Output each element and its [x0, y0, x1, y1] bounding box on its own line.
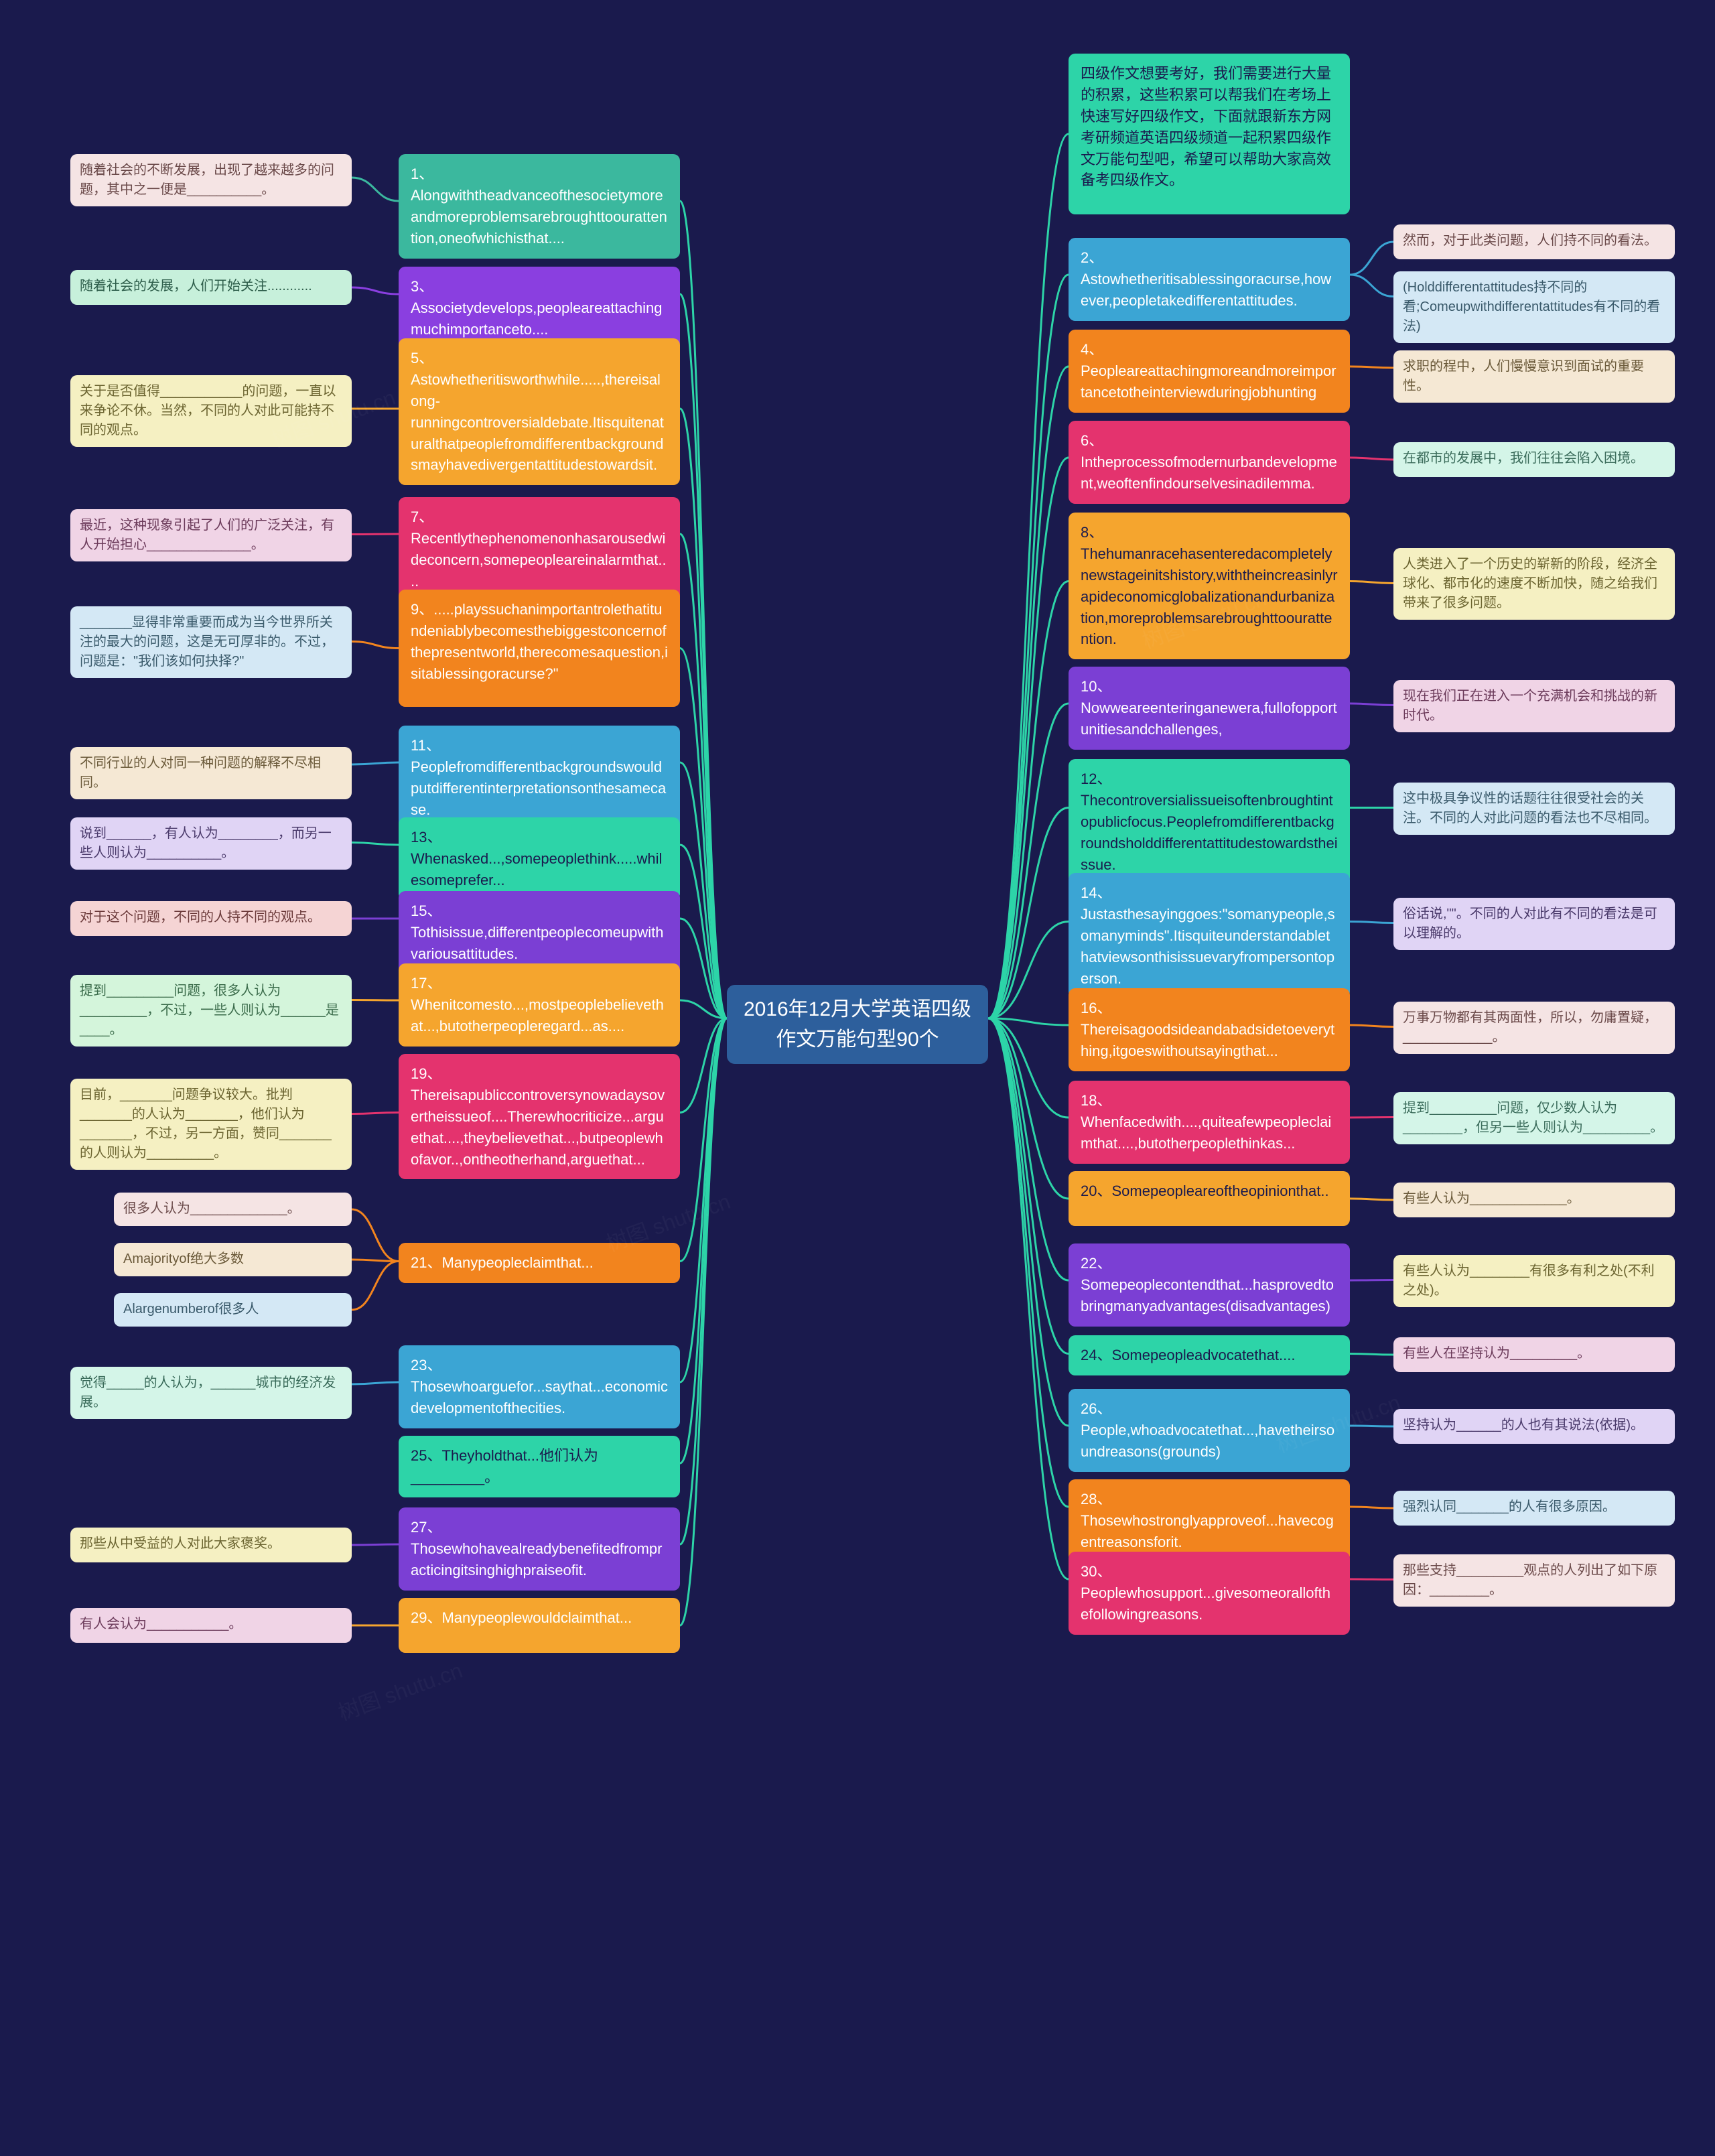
leaf-l21-1: Amajorityof绝大多数	[114, 1243, 352, 1276]
leaf-r10-0: 现在我们正在进入一个充满机会和挑战的新时代。	[1393, 680, 1675, 732]
left-branch-l29: 29、Manypeoplewouldclaimthat...	[399, 1598, 680, 1653]
left-branch-l7: 7、Recentlythephenomenonhasarousedwidecon…	[399, 497, 680, 602]
left-branch-l5: 5、Astowhetheritisworthwhile.....,thereis…	[399, 338, 680, 485]
right-branch-r14: 14、Justasthesayinggoes:"somanypeople,som…	[1069, 873, 1350, 998]
right-branch-r18: 18、Whenfacedwith....,quiteafewpeopleclai…	[1069, 1081, 1350, 1164]
right-branch-r6: 6、Intheprocessofmodernurbandevelopment,w…	[1069, 421, 1350, 504]
root-node: 2016年12月大学英语四级作文万能句型90个	[727, 985, 988, 1064]
left-branch-l15: 15、Tothisissue,differentpeoplecomeupwith…	[399, 891, 680, 974]
left-branch-l1: 1、Alongwiththeadvanceofthesocietymoreand…	[399, 154, 680, 259]
leaf-l21-2: Alargenumberof很多人	[114, 1293, 352, 1327]
leaf-r2-1: (Holddifferentattitudes持不同的看;Comeupwithd…	[1393, 271, 1675, 343]
leaf-r12-0: 这中极具争议性的话题往往很受社会的关注。不同的人对此问题的看法也不尽相同。	[1393, 783, 1675, 835]
leaf-r14-0: 俗话说,""。不同的人对此有不同的看法是可以理解的。	[1393, 898, 1675, 950]
leaf-l3-0: 随着社会的发展，人们开始关注............	[70, 270, 352, 305]
right-branch-r26: 26、People,whoadvocatethat...,havetheirso…	[1069, 1389, 1350, 1472]
left-branch-l13: 13、Whenasked...,somepeoplethink.....whil…	[399, 817, 680, 900]
leaf-l27-0: 那些从中受益的人对此大家褒奖。	[70, 1528, 352, 1562]
right-branch-r12: 12、Thecontroversialissueisoftenbroughtin…	[1069, 759, 1350, 884]
leaf-l7-0: 最近，这种现象引起了人们的广泛关注，有人开始担心______________。	[70, 509, 352, 561]
leaf-l19-0: 目前，_______问题争议较大。批判_______的人认为_______，他们…	[70, 1079, 352, 1170]
intro-node: 四级作文想要考好，我们需要进行大量的积累，这些积累可以帮我们在考场上快速写好四级…	[1069, 54, 1350, 214]
leaf-r16-0: 万事万物都有其两面性，所以，勿庸置疑，____________。	[1393, 1002, 1675, 1054]
right-branch-r4: 4、Peopleareattachingmoreandmoreimportanc…	[1069, 330, 1350, 413]
leaf-l21-0: 很多人认为_____________。	[114, 1193, 352, 1226]
right-branch-r28: 28、Thosewhostronglyapproveof...havecogen…	[1069, 1479, 1350, 1562]
leaf-r24-0: 有些人在坚持认为_________。	[1393, 1337, 1675, 1372]
leaf-r26-0: 坚持认为______的人也有其说法(依据)。	[1393, 1409, 1675, 1444]
leaf-l11-0: 不同行业的人对同一种问题的解释不尽相同。	[70, 747, 352, 799]
left-branch-l9: 9、.....playssuchanimportantrolethatitund…	[399, 590, 680, 707]
left-branch-l19: 19、Thereisapubliccontroversynowadaysover…	[399, 1054, 680, 1179]
right-branch-r20: 20、Somepeopleareoftheopinionthat..	[1069, 1171, 1350, 1226]
left-branch-l21: 21、Manypeopleclaimthat...	[399, 1243, 680, 1283]
right-branch-r22: 22、Somepeoplecontendthat...hasprovedtobr…	[1069, 1243, 1350, 1327]
leaf-r18-0: 提到_________问题，仅少数人认为________，但另一些人则认为___…	[1393, 1092, 1675, 1144]
left-branch-l23: 23、Thosewhoarguefor...saythat...economic…	[399, 1345, 680, 1428]
right-branch-r30: 30、Peoplewhosupport...givesomeorallofthe…	[1069, 1552, 1350, 1635]
leaf-r28-0: 强烈认同_______的人有很多原因。	[1393, 1491, 1675, 1526]
left-branch-l17: 17、Whenitcomesto...,mostpeoplebelievetha…	[399, 963, 680, 1047]
left-branch-l27: 27、Thosewhohavealreadybenefitedfrompract…	[399, 1507, 680, 1591]
leaf-l23-0: 觉得_____的人认为，______城市的经济发展。	[70, 1367, 352, 1419]
leaf-r22-0: 有些人认为________有很多有利之处(不利之处)。	[1393, 1255, 1675, 1307]
leaf-l5-0: 关于是否值得___________的问题，一直以来争论不休。当然，不同的人对此可…	[70, 375, 352, 447]
leaf-r6-0: 在都市的发展中，我们往往会陷入困境。	[1393, 442, 1675, 477]
leaf-l1-0: 随着社会的不断发展，出现了越来越多的问题，其中之一便是__________。	[70, 154, 352, 206]
leaf-r30-0: 那些支持_________观点的人列出了如下原因：________。	[1393, 1554, 1675, 1607]
leaf-l9-0: _______显得非常重要而成为当今世界所关注的最大的问题，这是无可厚非的。不过…	[70, 606, 352, 678]
leaf-l17-0: 提到_________问题，很多人认为_________，不过，一些人则认为__…	[70, 975, 352, 1047]
leaf-l13-0: 说到______，有人认为________，而另一些人则认为__________…	[70, 817, 352, 870]
leaf-l15-0: 对于这个问题，不同的人持不同的观点。	[70, 901, 352, 936]
right-branch-r16: 16、Thereisagoodsideandabadsidetoeverythi…	[1069, 988, 1350, 1071]
right-branch-r10: 10、Nowweareenteringanewera,fullofopportu…	[1069, 667, 1350, 750]
left-branch-l25: 25、Theyholdthat...他们认为_________。	[399, 1436, 680, 1497]
right-branch-r24: 24、Somepeopleadvocatethat....	[1069, 1335, 1350, 1375]
right-branch-r8: 8、Thehumanracehasenteredacompletelynewst…	[1069, 513, 1350, 659]
watermark: 树图 shutu.cn	[334, 1654, 466, 1727]
leaf-l29-0: 有人会认为___________。	[70, 1608, 352, 1643]
leaf-r8-0: 人类进入了一个历史的崭新的阶段，经济全球化、都市化的速度不断加快，随之给我们带来…	[1393, 548, 1675, 620]
right-branch-r2: 2、Astowhetheritisablessingoracurse,howev…	[1069, 238, 1350, 321]
leaf-r2-0: 然而，对于此类问题，人们持不同的看法。	[1393, 224, 1675, 259]
left-branch-l3: 3、Associetydevelops,peopleareattachingmu…	[399, 267, 680, 350]
leaf-r20-0: 有些人认为_____________。	[1393, 1183, 1675, 1217]
mindmap-canvas: 2016年12月大学英语四级作文万能句型90个 四级作文想要考好，我们需要进行大量…	[0, 0, 1715, 2156]
left-branch-l11: 11、Peoplefromdifferentbackgroundswouldpu…	[399, 726, 680, 830]
leaf-r4-0: 求职的程中，人们慢慢意识到面试的重要性。	[1393, 350, 1675, 403]
